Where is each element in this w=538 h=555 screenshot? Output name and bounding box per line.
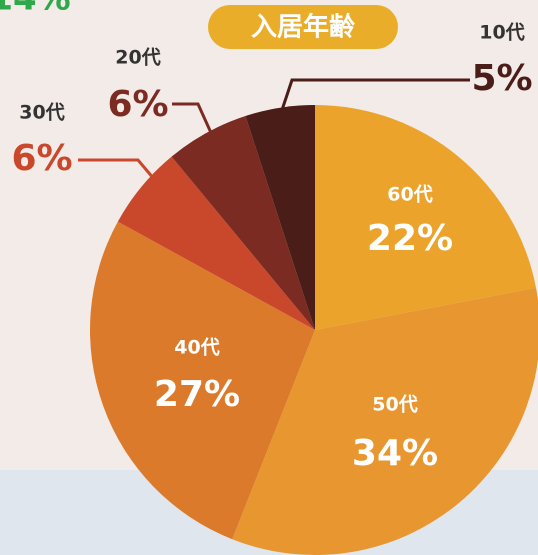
value-label: 5% [471, 58, 532, 99]
category-label: 30代 [19, 102, 64, 124]
value-label: 6% [11, 138, 72, 179]
value-label: 22% [367, 218, 453, 259]
pie-slice [117, 156, 315, 330]
pie-slice [89, 221, 315, 540]
value-label: 6% [107, 84, 168, 125]
annotation: 14% [0, 0, 71, 19]
title-badge [208, 5, 398, 49]
chart-title: 入居年齢 [251, 12, 356, 43]
category-label: 10代 [479, 22, 524, 44]
value-label: 34% [352, 433, 438, 474]
category-label: 50代 [372, 394, 417, 416]
category-label: 20代 [115, 47, 160, 69]
pie-slice [245, 105, 315, 330]
category-label: 60代 [387, 184, 432, 206]
leader-line [172, 102, 214, 136]
pie-slice [232, 287, 538, 555]
pie-slice [171, 116, 315, 330]
leader-line [78, 158, 167, 193]
category-label: 40代 [174, 337, 219, 359]
leader-line [280, 78, 470, 111]
pie-slice [315, 105, 537, 330]
value-label: 27% [154, 374, 240, 415]
